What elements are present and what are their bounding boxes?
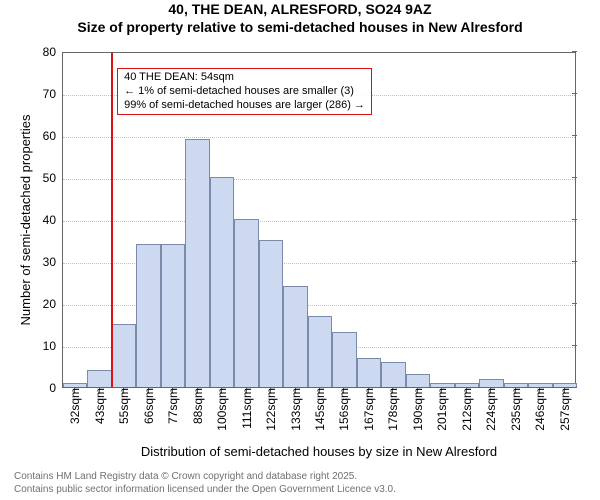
histogram-bar: [234, 219, 258, 387]
histogram-bar: [259, 240, 283, 387]
x-tick-label: 77sqm: [164, 388, 180, 424]
x-tick-label: 55sqm: [115, 388, 131, 424]
annotation-line: 99% of semi-detached houses are larger (…: [124, 99, 365, 113]
y-tick-label: 10: [43, 339, 62, 353]
histogram-bar: [87, 370, 111, 387]
y-tick-mark: [572, 345, 577, 346]
histogram-bar: [430, 383, 454, 387]
chart-subtitle: Size of property relative to semi-detach…: [0, 18, 600, 36]
histogram-bar: [455, 383, 479, 387]
x-tick-label: 100sqm: [213, 388, 229, 431]
gridline-h: [63, 221, 575, 222]
histogram-bar: [332, 332, 356, 387]
attribution-footer: Contains HM Land Registry data © Crown c…: [14, 471, 396, 496]
y-axis-label: Number of semi-detached properties: [18, 52, 33, 388]
histogram-bar: [136, 244, 160, 387]
x-tick-label: 32sqm: [66, 388, 82, 424]
histogram-bar: [528, 383, 552, 387]
annotation-line: ← 1% of semi-detached houses are smaller…: [124, 85, 365, 99]
y-tick-label: 30: [43, 255, 62, 269]
x-tick-label: 145sqm: [311, 388, 327, 431]
y-tick-mark: [572, 303, 577, 304]
histogram-bar: [283, 286, 307, 387]
histogram-bar: [210, 177, 234, 387]
x-tick-label: 257sqm: [556, 388, 572, 431]
x-tick-label: 66sqm: [140, 388, 156, 424]
gridline-h: [63, 137, 575, 138]
y-tick-label: 0: [49, 381, 62, 395]
histogram-bar: [381, 362, 405, 387]
y-tick-label: 80: [43, 45, 62, 59]
y-tick-mark: [572, 177, 577, 178]
footer-line-1: Contains HM Land Registry data © Crown c…: [14, 471, 396, 484]
y-tick-label: 60: [43, 129, 62, 143]
x-axis-label: Distribution of semi-detached houses by …: [62, 444, 576, 459]
y-tick-label: 50: [43, 171, 62, 185]
x-tick-label: 167sqm: [360, 388, 376, 431]
x-tick-label: 190sqm: [409, 388, 425, 431]
x-tick-label: 122sqm: [262, 388, 278, 431]
histogram-bar: [185, 139, 209, 387]
y-tick-label: 70: [43, 87, 62, 101]
x-tick-label: 43sqm: [91, 388, 107, 424]
y-tick-mark: [572, 51, 577, 52]
plot-container: 40 THE DEAN: 54sqm← 1% of semi-detached …: [62, 52, 576, 388]
plot-area: 40 THE DEAN: 54sqm← 1% of semi-detached …: [62, 52, 576, 388]
y-tick-mark: [572, 261, 577, 262]
x-tick-label: 178sqm: [384, 388, 400, 431]
x-tick-label: 111sqm: [238, 388, 254, 429]
y-tick-mark: [572, 135, 577, 136]
chart-title: 40, THE DEAN, ALRESFORD, SO24 9AZ: [0, 0, 600, 18]
x-tick-label: 201sqm: [433, 388, 449, 431]
histogram-bar: [406, 374, 430, 387]
gridline-h: [63, 179, 575, 180]
x-tick-label: 133sqm: [287, 388, 303, 431]
histogram-bar: [161, 244, 185, 387]
histogram-bar: [63, 383, 87, 387]
x-tick-label: 246sqm: [531, 388, 547, 431]
footer-line-2: Contains public sector information licen…: [14, 484, 396, 497]
histogram-bar: [357, 358, 381, 387]
y-tick-mark: [572, 387, 577, 388]
histogram-bar: [112, 324, 136, 387]
y-tick-label: 40: [43, 213, 62, 227]
histogram-bar: [479, 379, 503, 387]
x-tick-label: 224sqm: [482, 388, 498, 431]
y-tick-label: 20: [43, 297, 62, 311]
y-tick-mark: [572, 219, 577, 220]
annotation-box: 40 THE DEAN: 54sqm← 1% of semi-detached …: [117, 68, 372, 115]
y-tick-mark: [572, 93, 577, 94]
reference-line: [111, 53, 113, 387]
x-tick-label: 156sqm: [335, 388, 351, 431]
x-tick-label: 88sqm: [189, 388, 205, 424]
x-tick-label: 235sqm: [507, 388, 523, 431]
annotation-line: 40 THE DEAN: 54sqm: [124, 71, 365, 85]
histogram-bar: [504, 383, 528, 387]
histogram-bar: [308, 316, 332, 387]
x-tick-label: 212sqm: [458, 388, 474, 431]
